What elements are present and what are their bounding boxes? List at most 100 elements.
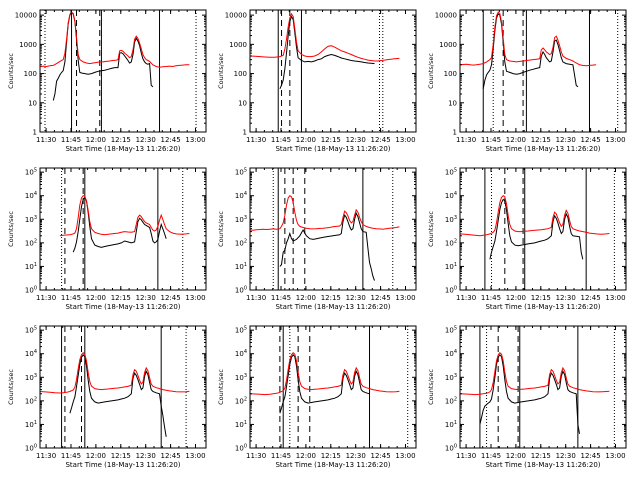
y-tick-label: 104 xyxy=(235,191,247,200)
y-axis-label: Counts/sec xyxy=(217,369,225,405)
series-line-lld xyxy=(249,195,400,231)
x-tick-label: 12:00 xyxy=(296,294,316,302)
y-tick-label-base: 10 xyxy=(25,287,34,295)
y-tick-label-exponent: 0 xyxy=(454,286,457,292)
y-tick-label-base: 10 xyxy=(235,397,244,405)
y-tick-label-exponent: 5 xyxy=(244,326,247,332)
y-tick-label-exponent: 2 xyxy=(244,396,247,402)
y-axis-label: Counts/sec xyxy=(217,53,225,89)
y-tick-label-exponent: 2 xyxy=(34,238,37,244)
y-tick-label: 102 xyxy=(235,396,247,405)
x-tick-label: 12:30 xyxy=(346,136,366,144)
y-tick-label: 1000 xyxy=(229,41,247,49)
x-tick-label: 11:45 xyxy=(481,452,501,460)
y-tick-label-exponent: 4 xyxy=(34,191,37,197)
y-tick-label: 10 xyxy=(238,99,247,107)
y-tick-label: 10 xyxy=(28,99,37,107)
y-tick-label-exponent: 3 xyxy=(34,215,37,221)
y-axis-label: Counts/sec xyxy=(427,369,435,405)
y-tick-label: 102 xyxy=(235,238,247,247)
x-tick-label: 12:15 xyxy=(531,294,551,302)
y-tick-label: 103 xyxy=(25,215,37,224)
y-tick-label-base: 10 xyxy=(25,397,34,405)
x-axis-label: Start Time (18-May-13 11:26:20) xyxy=(65,145,180,153)
y-tick-label: 100 xyxy=(25,286,37,295)
y-tick-label: 105 xyxy=(235,168,247,177)
y-tick-label: 10000 xyxy=(225,12,247,20)
y-tick-label-base: 10 xyxy=(235,350,244,358)
x-tick-label: 12:15 xyxy=(321,294,341,302)
x-tick-label: 11:30 xyxy=(456,294,476,302)
y-tick-label: 1000 xyxy=(439,41,457,49)
y-tick-label-exponent: 5 xyxy=(454,326,457,332)
x-axis-label: Start Time (18-May-13 11:26:20) xyxy=(485,145,600,153)
y-axis-label: Counts/sec xyxy=(7,369,15,405)
y-tick-label-base: 10 xyxy=(25,327,34,335)
plot-frame xyxy=(459,9,627,133)
y-tick-label-base: 10 xyxy=(445,239,454,247)
panel-det-1: 1 10 100 1000 10000 11:30 11:45 12:00 12:15 12:30… xyxy=(7,9,207,153)
x-tick-label: 12:45 xyxy=(580,294,600,302)
x-tick-label: 12:30 xyxy=(556,294,576,302)
y-tick-label-exponent: 3 xyxy=(34,373,37,379)
y-tick-label: 1 xyxy=(453,129,457,137)
panel-det-2: 1 10 100 1000 10000 11:30 11:45 12:00 12:15 12:30… xyxy=(217,9,417,153)
y-tick-label-base: 10 xyxy=(445,327,454,335)
y-tick-label-base: 10 xyxy=(25,263,34,271)
x-tick-label: 12:30 xyxy=(346,452,366,460)
y-tick-label-base: 10 xyxy=(235,327,244,335)
y-tick-label: 101 xyxy=(445,262,457,271)
x-tick-label: 13:00 xyxy=(185,294,205,302)
y-tick-label-base: 10 xyxy=(445,287,454,295)
x-tick-label: 12:00 xyxy=(506,136,526,144)
y-tick-label-base: 10 xyxy=(445,421,454,429)
x-tick-label: 12:00 xyxy=(506,452,526,460)
x-axis-label: Start Time (18-May-13 11:26:20) xyxy=(65,461,180,469)
x-tick-label: 13:00 xyxy=(185,136,205,144)
series-line-events xyxy=(279,15,375,90)
y-tick-label-exponent: 3 xyxy=(244,373,247,379)
x-axis-label: Start Time (18-May-13 11:26:20) xyxy=(275,145,390,153)
x-tick-label: 11:45 xyxy=(481,294,501,302)
series-line-events xyxy=(279,353,370,414)
y-tick-label-base: 10 xyxy=(25,445,34,453)
y-tick-label-exponent: 1 xyxy=(34,262,37,268)
x-tick-label: 12:45 xyxy=(580,452,600,460)
plot-frame xyxy=(39,9,207,133)
y-tick-label-exponent: 1 xyxy=(454,262,457,268)
series-line-events xyxy=(279,211,375,281)
y-tick-label-exponent: 2 xyxy=(244,238,247,244)
y-tick-label-exponent: 3 xyxy=(454,373,457,379)
y-axis-label: Counts/sec xyxy=(427,211,435,247)
y-tick-label-base: 10 xyxy=(445,263,454,271)
y-tick-label-base: 10 xyxy=(235,216,244,224)
y-tick-label-exponent: 1 xyxy=(34,420,37,426)
x-tick-label: 12:15 xyxy=(111,452,131,460)
x-tick-label: 12:45 xyxy=(160,136,180,144)
y-tick-label-base: 10 xyxy=(235,374,244,382)
x-tick-label: 11:45 xyxy=(61,452,81,460)
y-tick-label-base: 10 xyxy=(235,421,244,429)
x-tick-label: 13:00 xyxy=(395,136,415,144)
x-tick-label: 11:30 xyxy=(36,452,56,460)
series-line-lld xyxy=(249,12,400,62)
x-tick-label: 13:00 xyxy=(605,294,625,302)
y-tick-label-exponent: 3 xyxy=(244,215,247,221)
y-tick-label: 1000 xyxy=(19,41,37,49)
x-tick-label: 12:30 xyxy=(136,452,156,460)
x-tick-label: 12:15 xyxy=(531,136,551,144)
y-tick-label-exponent: 0 xyxy=(34,444,37,450)
x-tick-label: 12:45 xyxy=(160,294,180,302)
y-tick-label: 10000 xyxy=(15,12,37,20)
x-tick-label: 13:00 xyxy=(605,136,625,144)
x-tick-label: 11:30 xyxy=(246,294,266,302)
y-tick-label: 100 xyxy=(445,286,457,295)
y-tick-label-base: 10 xyxy=(25,169,34,177)
x-tick-label: 11:30 xyxy=(456,136,476,144)
x-tick-label: 12:00 xyxy=(86,136,106,144)
x-axis-label: Start Time (18-May-13 11:26:20) xyxy=(275,303,390,311)
x-tick-label: 12:00 xyxy=(506,294,526,302)
y-axis-label: Counts/sec xyxy=(427,53,435,89)
y-tick-label-exponent: 5 xyxy=(454,168,457,174)
